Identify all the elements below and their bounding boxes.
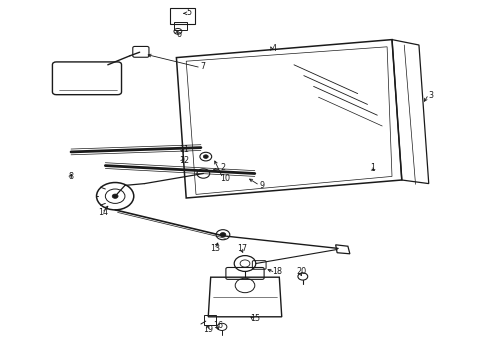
Text: 13: 13	[211, 244, 220, 253]
Circle shape	[112, 194, 118, 198]
Text: 15: 15	[250, 314, 260, 323]
Text: 20: 20	[296, 267, 306, 276]
Text: 3: 3	[429, 91, 434, 100]
Text: 17: 17	[238, 244, 247, 253]
Text: 6: 6	[176, 30, 181, 39]
Text: 7: 7	[201, 62, 206, 71]
Circle shape	[220, 233, 226, 237]
Text: 16: 16	[213, 321, 223, 330]
Text: 19: 19	[203, 325, 213, 334]
Text: 2: 2	[220, 163, 225, 172]
Text: 14: 14	[98, 208, 108, 217]
Text: 1: 1	[370, 163, 375, 172]
Circle shape	[203, 155, 208, 158]
Text: 10: 10	[220, 174, 230, 183]
Text: 8: 8	[69, 172, 74, 181]
Text: 4: 4	[272, 44, 277, 53]
Text: 9: 9	[260, 181, 265, 190]
Text: 18: 18	[272, 267, 282, 276]
Text: 5: 5	[186, 8, 191, 17]
Text: 12: 12	[179, 156, 189, 165]
Text: 11: 11	[179, 145, 189, 154]
